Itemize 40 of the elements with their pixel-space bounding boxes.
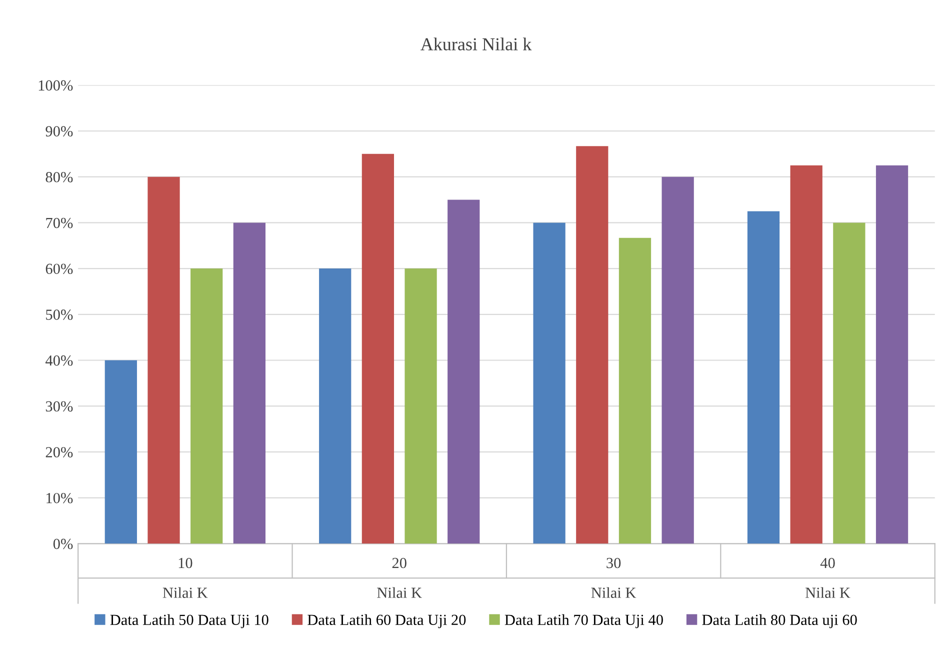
bar	[833, 222, 866, 544]
chart-title: Akurasi Nilai k	[420, 38, 532, 50]
bar	[876, 165, 908, 544]
bar	[233, 222, 266, 544]
y-tick-label: 60%	[46, 264, 73, 274]
text: Nilai K	[162, 587, 208, 598]
y-tick-label: 0%	[53, 538, 73, 550]
text: Nilai K	[806, 587, 850, 598]
y-tick-label: 20%	[46, 447, 73, 458]
x-tick-label: 10	[178, 558, 192, 568]
x-tick-label: 30	[606, 558, 621, 568]
y-tick-label: 90%	[46, 126, 73, 136]
y-tick-label: 70%	[46, 218, 73, 228]
bar	[190, 268, 223, 544]
y-tick-label: 30%	[46, 401, 73, 412]
bar	[362, 154, 394, 544]
y-tick-label: 40%	[46, 355, 73, 366]
bar	[662, 176, 694, 544]
legend-label: Data Latih 50 Data Uji 10	[110, 614, 268, 628]
text: Nilai K	[591, 587, 636, 598]
y-tick-label: 50%	[46, 310, 73, 320]
y-tick-label: 80%	[46, 172, 73, 182]
legend-label: Data Latih 60 Data Uji 20	[308, 614, 466, 628]
y-tick-label: 10%	[46, 492, 73, 504]
bar	[319, 268, 352, 544]
x-tick-label: 20	[392, 558, 406, 568]
bar	[404, 268, 437, 544]
bar	[104, 360, 137, 544]
legend-label: Data Latih 70 Data Uji 40	[504, 614, 663, 628]
y-tick-label: 100%	[38, 80, 73, 91]
text: Nilai K	[377, 587, 422, 598]
x-tick-label: 40	[820, 558, 835, 568]
bar	[576, 146, 608, 544]
bar	[618, 238, 652, 544]
bar	[747, 211, 780, 544]
bar	[790, 165, 822, 544]
bar	[148, 176, 180, 544]
legend-label: Data Latih 80 Data uji 60	[702, 614, 857, 628]
bar	[533, 222, 566, 544]
bar	[448, 200, 480, 544]
